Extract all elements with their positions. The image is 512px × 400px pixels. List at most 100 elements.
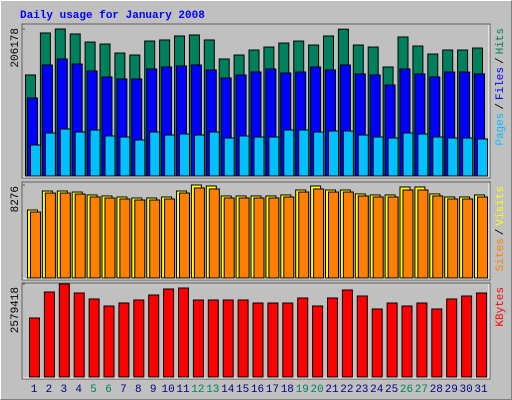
bar [298, 191, 310, 279]
x-tick-label: 12 [191, 384, 204, 396]
x-tick-label: 22 [340, 384, 353, 396]
bar [416, 302, 428, 378]
x-tick-label: 2 [46, 384, 53, 396]
bar [164, 198, 176, 279]
bar [341, 289, 353, 378]
legend-entry: Visits [495, 186, 507, 226]
bar [387, 196, 399, 279]
bar [178, 287, 189, 378]
bar [298, 129, 310, 177]
bar [119, 136, 131, 177]
bar [267, 302, 279, 378]
bar [253, 136, 265, 177]
x-tick-label: 19 [296, 384, 309, 396]
bar [104, 135, 116, 177]
bar [446, 298, 458, 378]
legend-separator: / [495, 103, 507, 110]
bar [386, 302, 398, 378]
legend: Sites / Visits [495, 186, 507, 271]
x-tick-label: 13 [206, 384, 219, 396]
bar [149, 131, 161, 177]
x-tick-label: 27 [415, 384, 428, 396]
bar [193, 134, 205, 177]
x-tick-label: 29 [445, 384, 458, 396]
bar [237, 299, 249, 378]
y-tick-label: 206178 [10, 28, 22, 68]
bar [29, 317, 40, 378]
bar [238, 197, 250, 279]
panel-highlight [23, 284, 490, 379]
bar [149, 199, 161, 279]
x-tick-label: 15 [236, 384, 249, 396]
bar [74, 193, 86, 279]
x-tick-label: 4 [75, 384, 82, 396]
bar [88, 298, 100, 378]
bar [223, 197, 235, 279]
bar [342, 191, 354, 279]
x-tick-label: 20 [310, 384, 323, 396]
bar [476, 292, 487, 378]
legend-entry: Hits [495, 28, 507, 54]
legend-entry: Pages [495, 113, 507, 146]
bar [118, 302, 130, 378]
bar [59, 192, 71, 279]
legend-separator: / [495, 229, 507, 236]
legend-entry: Sites [495, 238, 507, 271]
bar [74, 131, 86, 177]
legend: Pages / Files / Hits [495, 28, 507, 146]
bar [104, 197, 116, 279]
bar [58, 283, 70, 378]
bar [312, 305, 324, 378]
bar [402, 189, 414, 279]
bar [59, 128, 71, 177]
x-tick-label: 16 [251, 384, 264, 396]
bar [356, 295, 368, 378]
bar [297, 297, 309, 378]
bar [179, 192, 190, 279]
x-tick-label: 14 [221, 384, 235, 396]
bar [461, 295, 473, 378]
bar [432, 136, 444, 177]
bar [417, 189, 429, 279]
bar [89, 129, 101, 177]
x-tick-label: 18 [281, 384, 294, 396]
legend-entry: KBytes [495, 287, 507, 327]
bar [43, 291, 55, 378]
bar [208, 188, 220, 279]
chart-title: Daily usage for January 2008 [20, 10, 205, 22]
legend-separator: / [495, 57, 507, 64]
bar [30, 211, 41, 279]
bar [179, 133, 190, 177]
bar [89, 196, 101, 279]
x-tick-label: 7 [120, 384, 127, 396]
legend: KBytes [495, 287, 507, 327]
bar [208, 131, 220, 177]
bar [119, 198, 131, 279]
bar [283, 129, 295, 177]
x-tick-label: 8 [135, 384, 142, 396]
bar [401, 305, 413, 378]
bar [462, 137, 474, 177]
y-tick-label: 2579418 [10, 287, 22, 333]
panel-highlight [23, 25, 490, 178]
bar [30, 144, 41, 177]
bar [357, 134, 369, 177]
bar [357, 195, 369, 279]
bar [477, 196, 488, 279]
bar [313, 131, 325, 177]
bar [283, 196, 295, 279]
bar [222, 299, 234, 378]
bar [328, 130, 339, 177]
bar [223, 137, 235, 177]
bar [192, 299, 204, 378]
x-tick-label: 3 [60, 384, 67, 396]
panel-highlight [23, 183, 490, 280]
bar [327, 297, 338, 378]
x-tick-label: 17 [266, 384, 279, 396]
x-tick-label: 23 [355, 384, 368, 396]
bar [282, 302, 294, 378]
bar [431, 308, 443, 378]
x-tick-label: 26 [400, 384, 413, 396]
bar [44, 132, 56, 177]
